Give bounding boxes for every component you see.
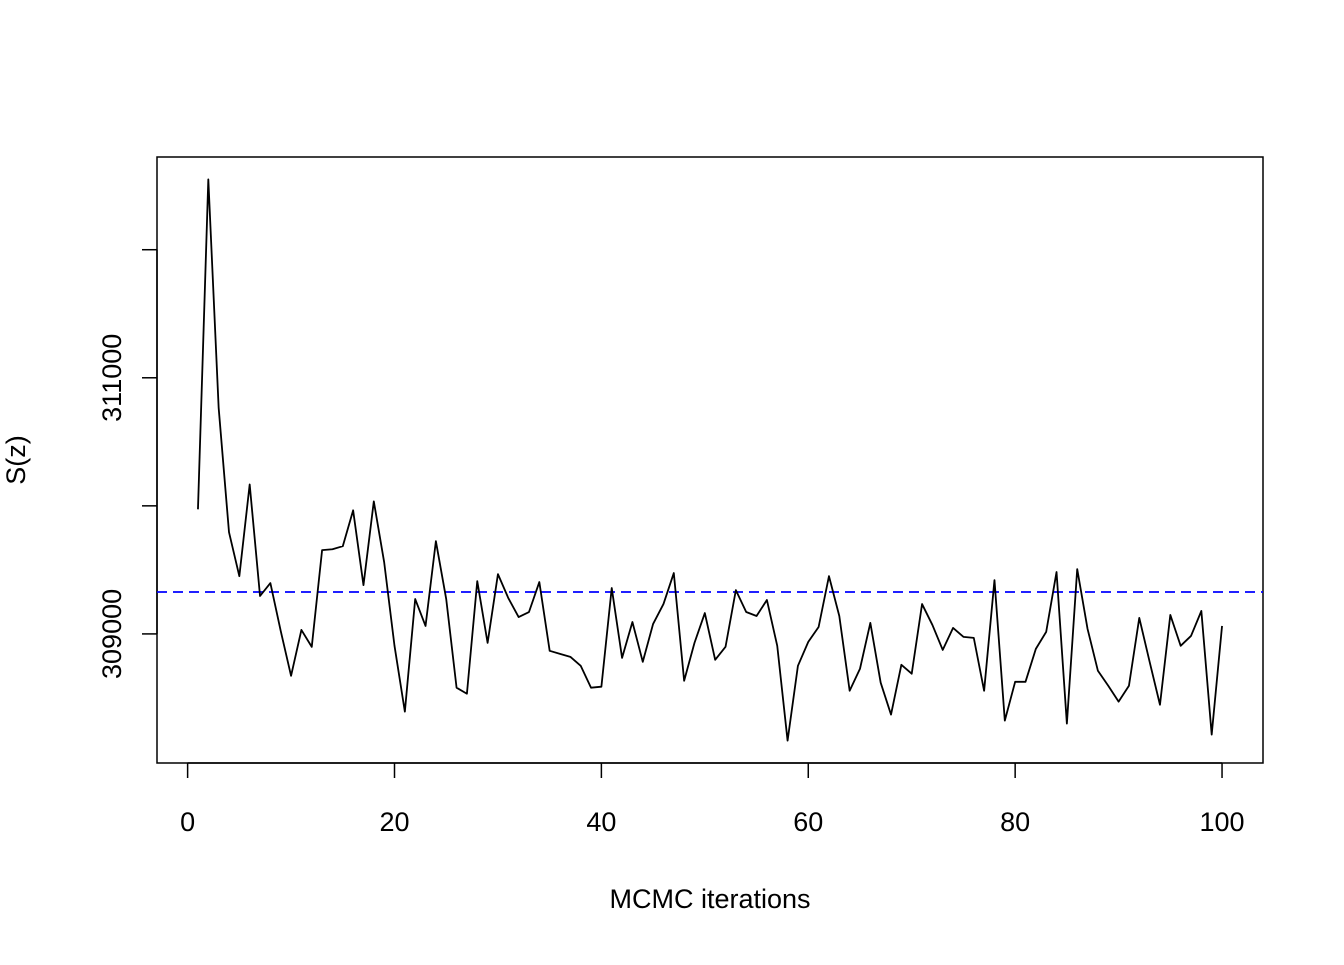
- x-tick-label: 100: [1200, 807, 1245, 837]
- y-tick-label: 311000: [97, 334, 127, 422]
- y-tick-label: 309000: [97, 589, 127, 679]
- data-line: [197, 178, 1223, 742]
- x-tick-label: 0: [180, 807, 195, 837]
- y-axis-label: S(z): [1, 435, 31, 485]
- x-tick-label: 20: [379, 807, 409, 837]
- x-tick-label: 40: [586, 807, 616, 837]
- x-axis-label: MCMC iterations: [609, 884, 810, 914]
- x-tick-label: 60: [793, 807, 823, 837]
- x-tick-label: 80: [1000, 807, 1030, 837]
- plot-box: [156, 156, 1264, 764]
